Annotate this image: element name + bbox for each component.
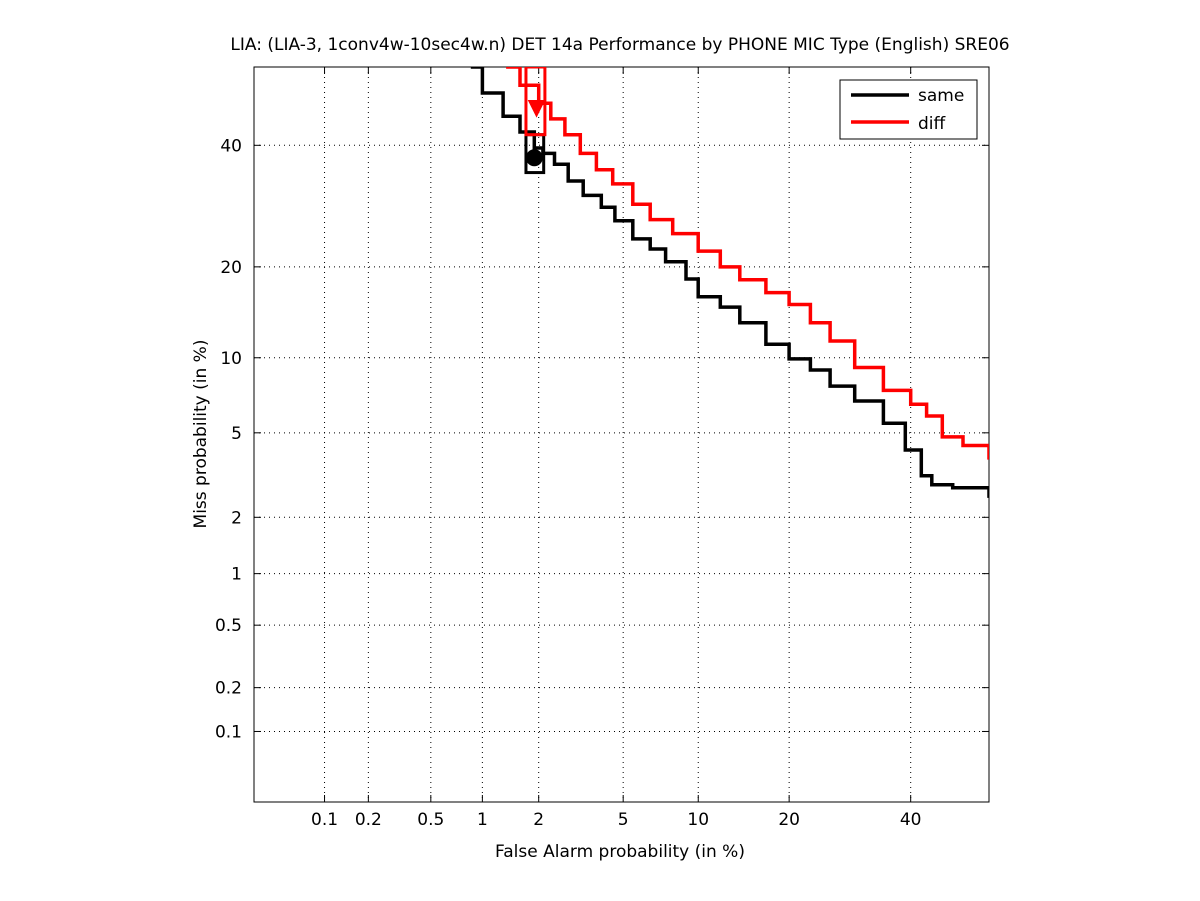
y-tick-label: 20	[220, 258, 242, 278]
x-tick-label: 0.2	[355, 810, 382, 830]
y-tick-label: 5	[231, 424, 242, 444]
series-diff	[506, 67, 989, 460]
x-axis-label: False Alarm probability (in %)	[495, 842, 745, 862]
y-tick-label: 0.5	[215, 616, 242, 636]
x-tick-label: 40	[900, 810, 922, 830]
x-axis: 0.1 0.2 0.5 1 2 5 10 20 40	[311, 67, 922, 830]
chart-title: LIA: (LIA-3, 1conv4w-10sec4w.n) DET 14a …	[230, 35, 1009, 55]
x-tick-label: 10	[687, 810, 709, 830]
x-tick-label: 1	[477, 810, 488, 830]
series-line-diff	[506, 67, 989, 460]
x-tick-label: 5	[618, 810, 629, 830]
min-dcf-marker-same	[525, 149, 543, 167]
y-tick-label: 1	[231, 565, 242, 585]
y-tick-label: 0.2	[215, 679, 242, 699]
x-tick-label: 20	[778, 810, 800, 830]
x-tick-label: 0.5	[417, 810, 444, 830]
series-layer	[470, 67, 989, 498]
y-tick-label: 2	[231, 508, 242, 528]
y-tick-label: 0.1	[215, 722, 242, 742]
plot-area	[253, 66, 990, 803]
x-tick-label: 0.1	[311, 810, 338, 830]
legend-label-diff: diff	[918, 114, 947, 134]
x-tick-label: 2	[533, 810, 544, 830]
y-axis-label: Miss probability (in %)	[191, 340, 211, 529]
min-dcf-marker-diff	[527, 100, 546, 118]
y-axis: 0.1 0.2 0.5 1 2 5 10 20 40	[215, 136, 989, 742]
y-tick-label: 40	[220, 136, 242, 156]
legend-label-same: same	[918, 86, 964, 106]
legend: same diff	[839, 79, 978, 140]
legend-box	[839, 79, 978, 140]
y-tick-label: 10	[220, 349, 242, 369]
